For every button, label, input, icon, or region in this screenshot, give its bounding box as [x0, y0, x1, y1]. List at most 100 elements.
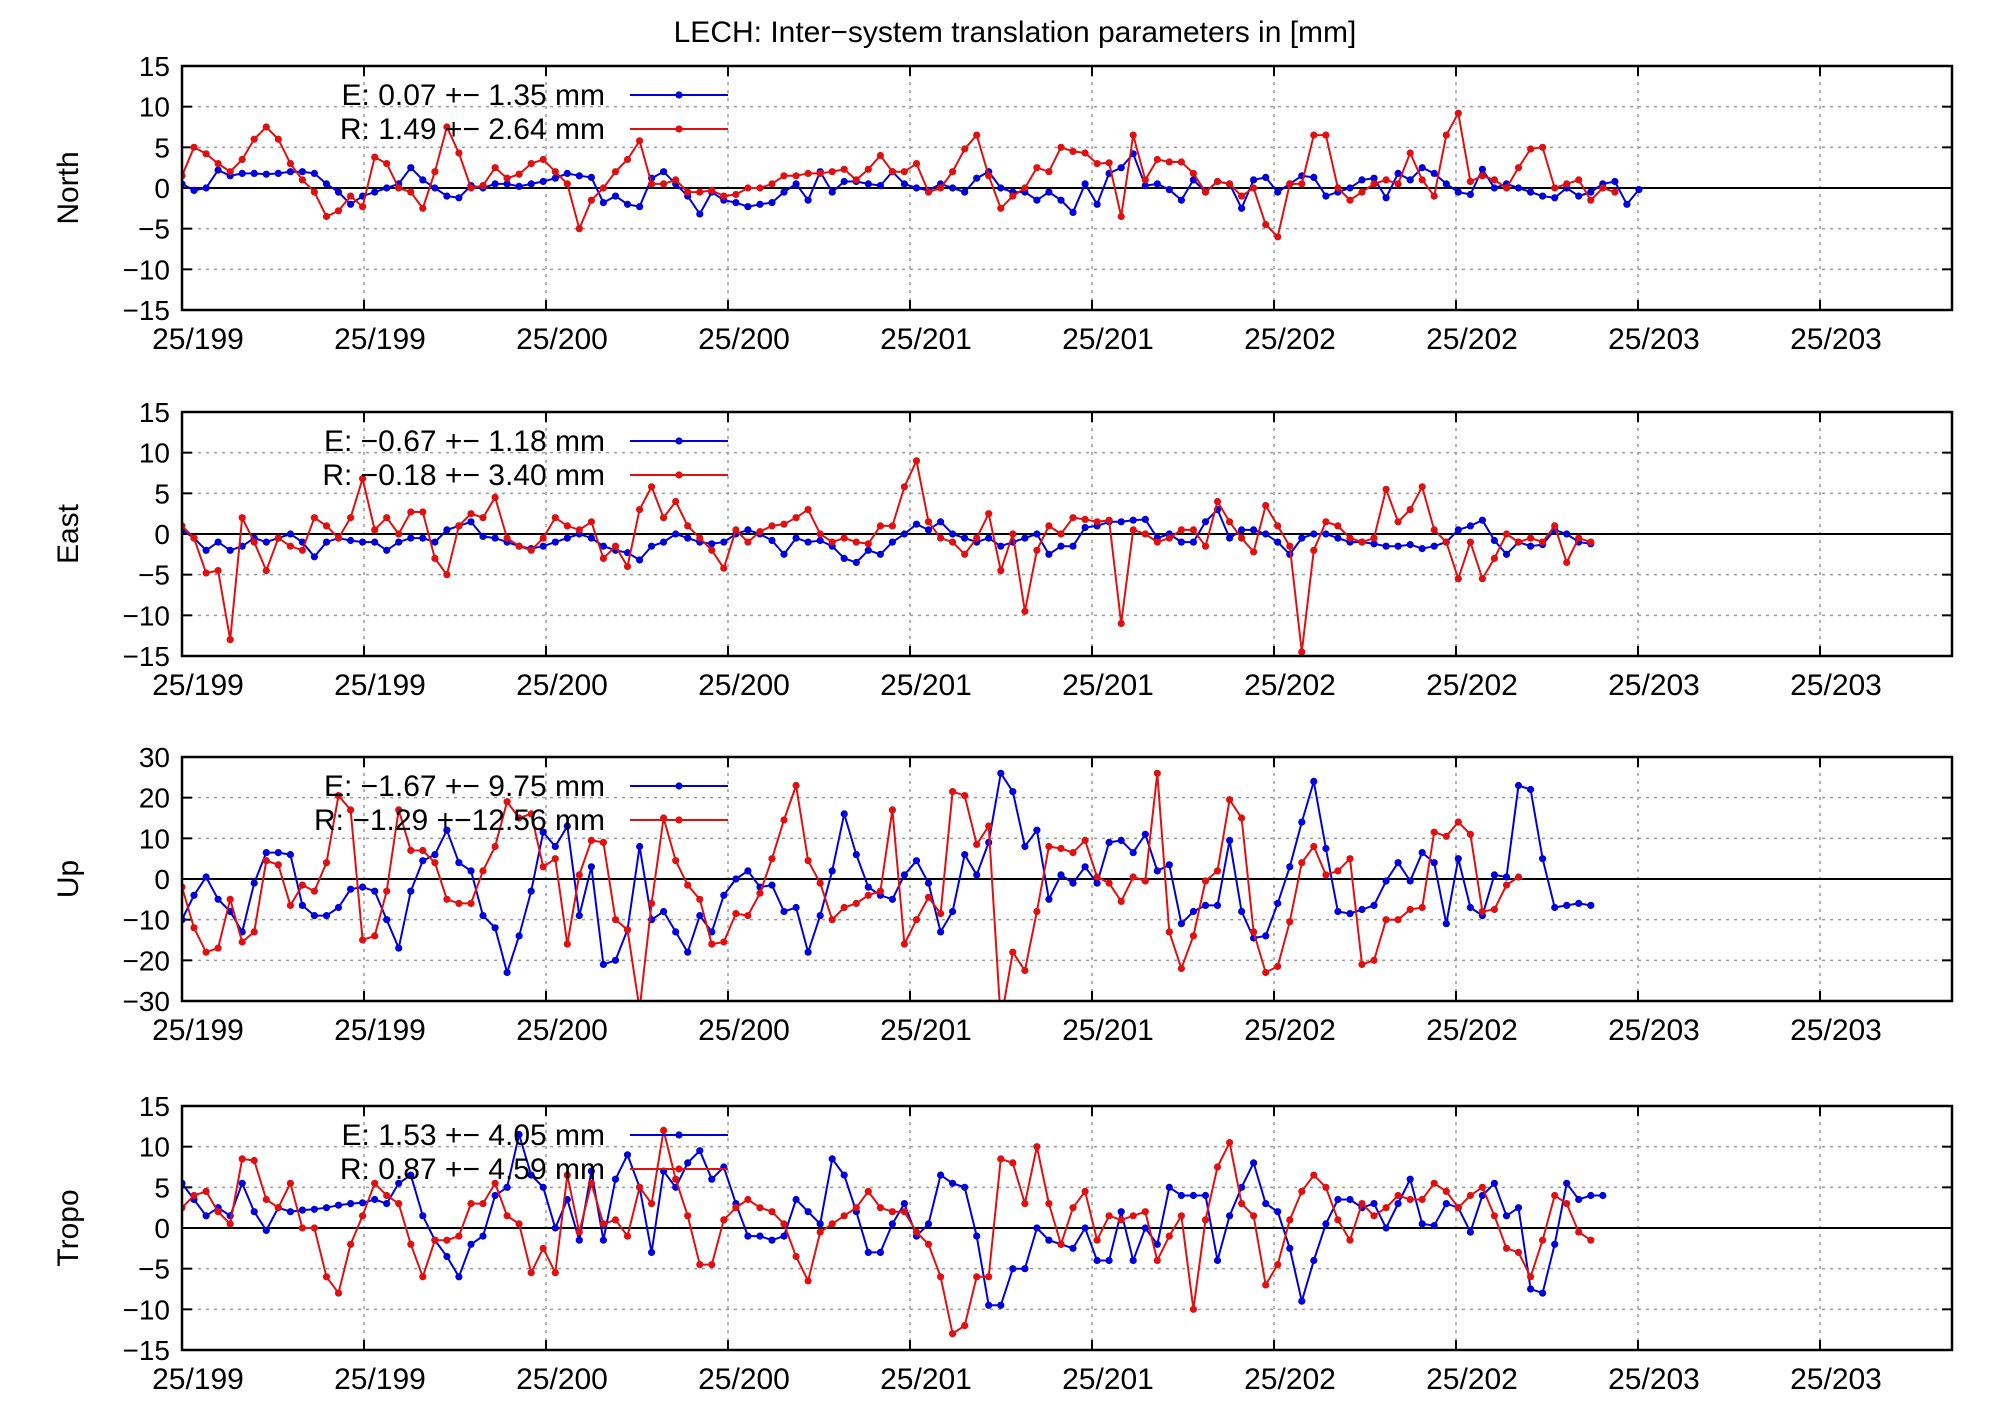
data-point — [1177, 526, 1185, 534]
data-point — [1081, 149, 1089, 157]
data-point — [864, 180, 872, 188]
data-point — [816, 879, 824, 887]
data-point — [383, 1191, 391, 1200]
data-point — [1502, 550, 1511, 558]
data-point — [696, 1261, 704, 1269]
data-point — [648, 483, 656, 491]
series-line — [182, 773, 1520, 1001]
x-tick-label: 25/201 — [880, 669, 972, 702]
data-point — [1226, 180, 1234, 188]
data-point — [864, 1248, 872, 1256]
data-point — [636, 506, 644, 514]
data-point — [1298, 534, 1306, 542]
data-point — [1081, 836, 1089, 845]
data-point — [1117, 518, 1125, 526]
data-point — [708, 1261, 716, 1269]
data-point — [202, 150, 210, 158]
data-point — [371, 932, 379, 940]
data-point — [864, 883, 872, 891]
data-point — [1093, 518, 1101, 526]
data-point — [937, 910, 945, 918]
data-point — [684, 522, 692, 530]
data-point — [1346, 1236, 1354, 1244]
x-tick-label: 25/199 — [152, 669, 244, 702]
data-point — [1250, 184, 1258, 192]
data-point — [1527, 542, 1535, 550]
data-point — [1430, 1222, 1438, 1230]
data-point — [1286, 542, 1294, 550]
data-point — [202, 184, 210, 192]
data-point — [1430, 526, 1438, 534]
data-point — [599, 1220, 608, 1228]
data-point — [298, 901, 306, 910]
data-point — [359, 1212, 367, 1220]
data-point — [202, 1187, 210, 1195]
data-point — [1274, 522, 1282, 530]
data-point — [250, 928, 258, 936]
data-point — [961, 792, 969, 800]
data-point — [780, 907, 788, 916]
data-point — [1189, 526, 1197, 534]
data-point — [1081, 863, 1089, 871]
data-point — [1045, 1236, 1053, 1244]
data-point — [599, 184, 608, 192]
data-point — [286, 901, 294, 910]
data-point — [732, 190, 740, 199]
data-point — [383, 887, 391, 895]
data-point — [1033, 164, 1041, 172]
data-point — [1274, 538, 1282, 546]
x-tick-label: 25/199 — [152, 1363, 244, 1396]
data-point — [684, 948, 692, 956]
y-tick-label: −5 — [138, 1254, 170, 1285]
data-point — [1165, 861, 1173, 869]
data-point — [334, 1201, 343, 1209]
data-point — [1129, 526, 1137, 534]
data-point — [347, 514, 355, 522]
data-point — [1539, 538, 1547, 546]
data-point — [636, 842, 644, 851]
data-point — [1165, 186, 1173, 194]
data-point — [431, 554, 439, 563]
x-tick-label: 25/203 — [1608, 323, 1700, 356]
data-point — [1563, 1179, 1571, 1187]
data-point — [973, 840, 981, 849]
data-point — [1201, 518, 1210, 526]
data-point — [648, 180, 656, 188]
data-point — [672, 176, 680, 184]
data-point — [1045, 1200, 1053, 1208]
data-point — [1490, 184, 1498, 192]
data-point — [1081, 1224, 1089, 1232]
data-point — [1141, 830, 1149, 838]
data-point — [1262, 1200, 1270, 1208]
data-point — [431, 1236, 439, 1244]
data-point — [744, 538, 752, 546]
data-point — [1105, 516, 1113, 524]
data-point — [1394, 859, 1402, 867]
data-point — [274, 861, 282, 869]
data-point — [274, 1204, 282, 1212]
data-point — [1009, 948, 1017, 956]
data-point — [1490, 1212, 1498, 1220]
data-point — [503, 534, 511, 542]
data-point — [274, 135, 282, 143]
data-point — [383, 514, 391, 522]
data-point — [1466, 1228, 1474, 1236]
data-point — [322, 180, 331, 188]
data-point — [623, 926, 632, 934]
data-point — [852, 176, 860, 184]
data-point — [949, 1179, 957, 1187]
data-point — [1238, 814, 1246, 822]
data-point — [250, 169, 258, 177]
data-point — [1057, 143, 1065, 151]
data-point — [1490, 905, 1498, 914]
data-point — [515, 542, 523, 550]
data-point — [1539, 143, 1547, 151]
x-tick-label: 25/203 — [1608, 1363, 1700, 1396]
y-tick-label: 0 — [154, 519, 170, 550]
data-point — [912, 184, 921, 192]
data-point — [623, 200, 632, 208]
data-point — [587, 518, 596, 526]
data-point — [262, 849, 270, 857]
data-point — [840, 1171, 848, 1179]
